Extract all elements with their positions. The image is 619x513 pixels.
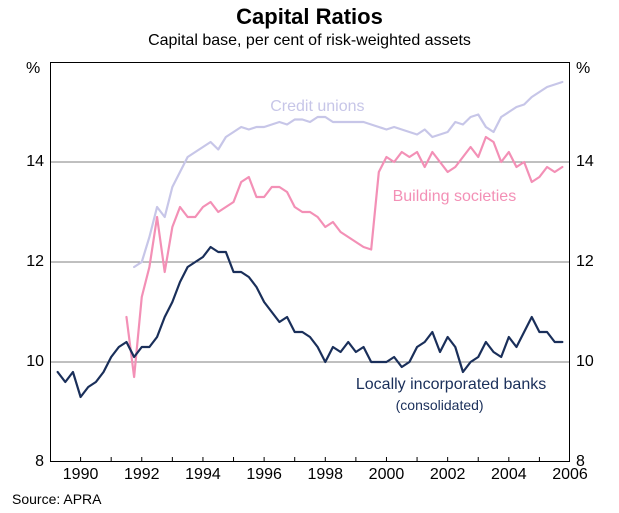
x-tick-1990: 1990 xyxy=(59,466,103,484)
chart-subtitle: Capital base, per cent of risk-weighted … xyxy=(0,32,619,50)
y-tick-right-14: 14 xyxy=(576,153,594,171)
series-sublabel-locally-incorporated-banks: (consolidated) xyxy=(396,397,484,413)
x-tick-2000: 2000 xyxy=(364,466,408,484)
x-tick-1992: 1992 xyxy=(120,466,164,484)
x-tick-1996: 1996 xyxy=(242,466,286,484)
y-tick-right-10: 10 xyxy=(576,353,594,371)
y-tick-left-14: 14 xyxy=(0,153,44,171)
series-label-credit-unions: Credit unions xyxy=(270,98,364,116)
capital-ratios-chart: Capital Ratios Capital base, per cent of… xyxy=(0,0,619,513)
y-tick-left-8: 8 xyxy=(0,453,44,471)
y-tick-left-10: 10 xyxy=(0,353,44,371)
chart-title: Capital Ratios xyxy=(0,4,619,30)
x-tick-2006: 2006 xyxy=(548,466,592,484)
y-unit-left: % xyxy=(26,60,40,78)
x-tick-1998: 1998 xyxy=(303,466,347,484)
source-text: Source: APRA xyxy=(12,491,102,507)
series-label-building-societies: Building societies xyxy=(393,188,517,206)
series-label-locally-incorporated-banks: Locally incorporated banks xyxy=(356,376,546,394)
x-tick-1994: 1994 xyxy=(181,466,225,484)
y-unit-right: % xyxy=(576,60,590,78)
x-tick-2002: 2002 xyxy=(426,466,470,484)
x-tick-2004: 2004 xyxy=(487,466,531,484)
y-tick-right-12: 12 xyxy=(576,253,594,271)
plot-area xyxy=(50,62,570,462)
y-tick-left-12: 12 xyxy=(0,253,44,271)
